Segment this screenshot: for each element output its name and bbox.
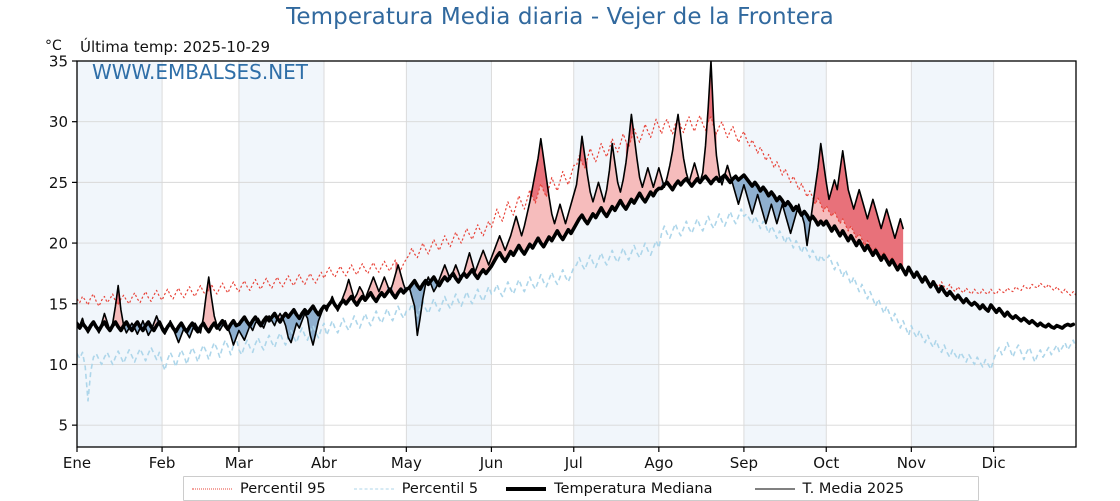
plot-frame [76, 60, 1077, 448]
x-tick-label: Feb [149, 454, 176, 472]
y-tick-label: 20 [49, 235, 68, 253]
y-tick-label: 15 [49, 295, 68, 313]
legend-label-media2025: T. Media 2025 [802, 480, 904, 497]
plot-series-group [77, 61, 1076, 402]
legend-item-percentil-5[interactable]: Percentil 5 [352, 477, 478, 500]
area-warm-anomaly [700, 61, 722, 185]
legend-line-icon-media2025 [753, 482, 797, 496]
x-tick-label: Nov [897, 454, 926, 472]
x-tick-label: Jun [479, 454, 503, 472]
area-warm-anomaly [450, 264, 462, 282]
legend-line-icon-median [504, 482, 548, 496]
x-tick-label: Mar [225, 454, 254, 472]
area-cold-anomaly [131, 320, 143, 335]
area-extreme-warm [705, 61, 717, 156]
legend-label-p5: Percentil 5 [401, 480, 479, 497]
series-line-t-media-2025 [77, 61, 904, 346]
month-band [743, 61, 827, 447]
x-tick-label: Dic [982, 454, 1006, 472]
y-axis-unit-label: °C [45, 38, 62, 54]
x-tick-label: Ago [644, 454, 673, 472]
area-extreme-warm [529, 138, 550, 204]
area-cold-anomaly [730, 175, 799, 234]
y-tick-label: 35 [49, 53, 68, 71]
y-tick-label: 5 [58, 417, 68, 435]
area-cold-anomaly [142, 320, 154, 336]
watermark-label: WWW.EMBALSES.NET [92, 60, 309, 84]
month-band [77, 61, 163, 447]
month-band [573, 61, 659, 447]
month-band [238, 61, 325, 447]
area-warm-anomaly [664, 114, 690, 190]
x-tick-label: Abr [311, 454, 338, 472]
x-tick-label: Oct [813, 454, 839, 472]
y-tick-label: 25 [49, 174, 68, 192]
area-extreme-warm [205, 277, 212, 298]
area-warm-anomaly [689, 162, 700, 187]
series-line-percentil-5 [77, 208, 1076, 402]
area-extreme-warm [625, 114, 635, 163]
area-warm-anomaly [98, 313, 110, 333]
month-band [911, 61, 994, 447]
x-tick-label: May [391, 454, 422, 472]
legend-label-median: Temperatura Mediana [554, 480, 713, 497]
legend-item-t-media-2025[interactable]: T. Media 2025 [753, 477, 904, 500]
x-tick-label: Sep [730, 454, 758, 472]
area-cold-anomaly [801, 206, 813, 246]
legend-label-p95: Percentil 95 [240, 480, 326, 497]
y-tick-label: 10 [49, 356, 68, 374]
legend-item-temperatura-mediana[interactable]: Temperatura Mediana [504, 477, 713, 500]
x-tick-label: Jul [564, 454, 583, 472]
area-cold-anomaly [173, 323, 185, 343]
month-band [406, 61, 492, 447]
x-tick-label: Ene [63, 454, 91, 472]
area-extreme-warm [115, 285, 121, 310]
chart-legend: Percentil 95 Percentil 5 Temperatura Med… [183, 476, 979, 501]
area-extreme-warm [812, 143, 904, 269]
legend-item-percentil-95[interactable]: Percentil 95 [190, 477, 326, 500]
legend-line-icon-p5 [352, 482, 396, 496]
last-temp-label: Última temp: 2025-10-29 [80, 38, 271, 56]
series-line-temperatura-mediana [77, 173, 1076, 334]
legend-line-icon-p95 [190, 482, 234, 496]
page-title: Temperatura Media diaria - Vejer de la F… [286, 4, 834, 30]
y-tick-label: 30 [49, 113, 68, 131]
